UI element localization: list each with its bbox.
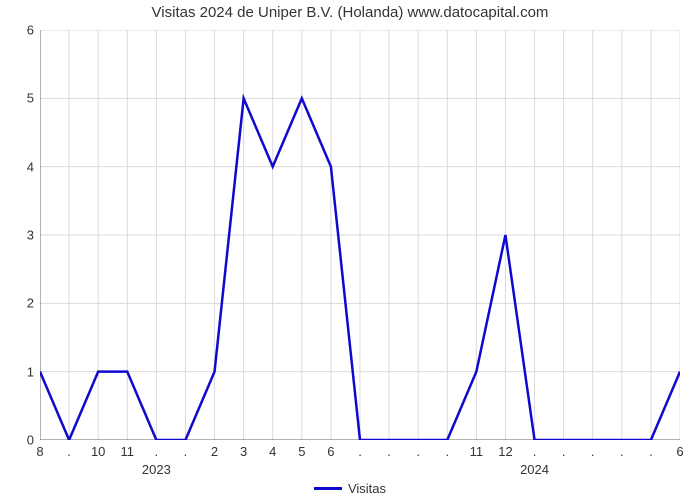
x-tick-label: . bbox=[649, 444, 653, 459]
x-tick-label: 6 bbox=[676, 444, 683, 459]
x-tick-label: 10 bbox=[91, 444, 105, 459]
y-tick-label: 6 bbox=[6, 23, 34, 38]
x-tick-label: . bbox=[184, 444, 188, 459]
chart-svg bbox=[40, 30, 680, 440]
legend-label: Visitas bbox=[348, 481, 386, 496]
x-tick-label: 11 bbox=[121, 444, 135, 459]
x-group-label: 2024 bbox=[520, 462, 549, 477]
x-tick-label: 8 bbox=[36, 444, 43, 459]
x-tick-label: 5 bbox=[298, 444, 305, 459]
x-tick-label: . bbox=[416, 444, 420, 459]
x-tick-label: . bbox=[387, 444, 391, 459]
x-tick-label: 2 bbox=[211, 444, 218, 459]
legend-swatch bbox=[314, 487, 342, 490]
x-tick-label: 4 bbox=[269, 444, 276, 459]
x-tick-label: 6 bbox=[327, 444, 334, 459]
x-tick-label: 11 bbox=[470, 444, 484, 459]
y-tick-label: 3 bbox=[6, 228, 34, 243]
x-tick-label: 12 bbox=[498, 444, 512, 459]
y-tick-label: 2 bbox=[6, 296, 34, 311]
line-chart bbox=[40, 30, 680, 440]
x-tick-label: . bbox=[591, 444, 595, 459]
y-tick-label: 5 bbox=[6, 91, 34, 106]
x-tick-label: . bbox=[445, 444, 449, 459]
x-tick-label: . bbox=[620, 444, 624, 459]
x-tick-label: 3 bbox=[240, 444, 247, 459]
x-tick-label: . bbox=[533, 444, 537, 459]
chart-title: Visitas 2024 de Uniper B.V. (Holanda) ww… bbox=[0, 4, 700, 21]
x-tick-label: . bbox=[358, 444, 362, 459]
x-group-label: 2023 bbox=[142, 462, 171, 477]
x-tick-label: . bbox=[67, 444, 71, 459]
x-tick-label: . bbox=[155, 444, 159, 459]
x-tick-label: . bbox=[562, 444, 566, 459]
legend: Visitas bbox=[0, 481, 700, 496]
y-tick-label: 1 bbox=[6, 364, 34, 379]
y-tick-label: 4 bbox=[6, 159, 34, 174]
y-tick-label: 0 bbox=[6, 433, 34, 448]
